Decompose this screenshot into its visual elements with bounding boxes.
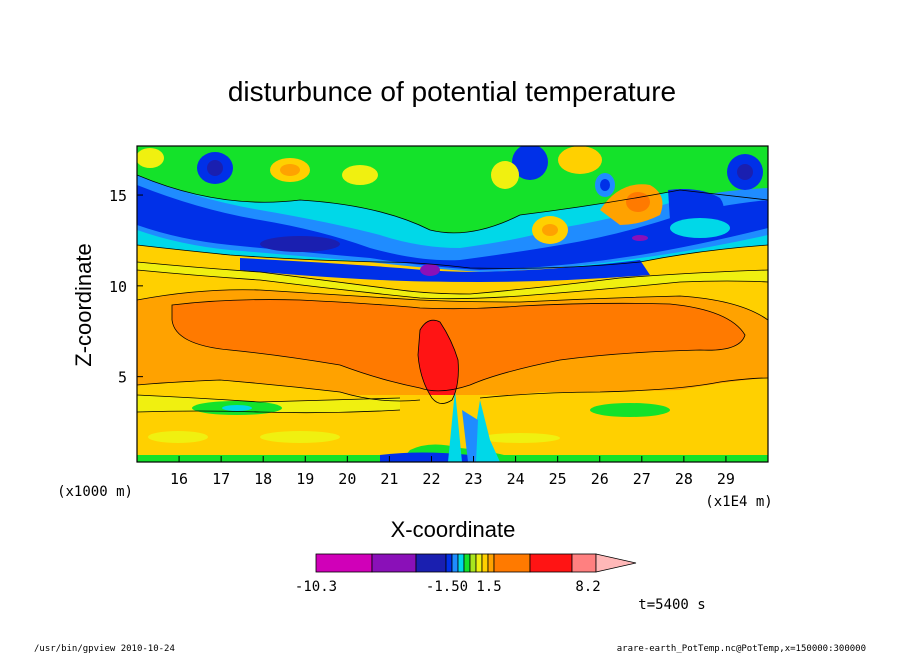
colorbar-labels: -10.3 -1.50 1.5 8.2 bbox=[295, 579, 601, 595]
convection-column bbox=[448, 390, 500, 462]
colorbar-swatch bbox=[445, 553, 453, 573]
colorbar-label-min: -10.3 bbox=[295, 579, 337, 595]
colorbar-swatch bbox=[451, 553, 459, 573]
y-tick-label: 5 bbox=[118, 369, 127, 387]
upper-blue-eddy-2 bbox=[512, 146, 548, 180]
y-tick-label: 10 bbox=[109, 278, 127, 296]
x-unit-label: (x1E4 m) bbox=[705, 494, 772, 510]
tropopause-blue bbox=[240, 258, 650, 282]
colorbar-label-max: 8.2 bbox=[575, 579, 600, 595]
warm-core-orange bbox=[172, 299, 745, 391]
colorbar-swatch bbox=[315, 553, 373, 573]
contour-lines bbox=[137, 174, 768, 414]
cold-core-purple bbox=[420, 264, 440, 276]
deep-blue-patch bbox=[260, 236, 340, 252]
x-tick-label: 17 bbox=[212, 470, 230, 488]
x-tick-label: 26 bbox=[591, 470, 609, 488]
y-unit-label: (x1000 m) bbox=[57, 484, 133, 500]
colorbar-label-pos: 1.5 bbox=[476, 579, 501, 595]
x-tick-label: 24 bbox=[507, 470, 525, 488]
x-axis: 16 17 18 19 20 21 22 23 24 25 26 27 28 29 bbox=[170, 456, 735, 488]
x-tick-label: 20 bbox=[338, 470, 356, 488]
colorbar-extend-triangle bbox=[595, 553, 637, 573]
colorbar-swatch bbox=[469, 553, 477, 573]
x-tick-label: 16 bbox=[170, 470, 188, 488]
x-tick-label: 25 bbox=[549, 470, 567, 488]
colorbar-swatch bbox=[529, 553, 573, 573]
colorbar-swatch bbox=[487, 553, 495, 573]
colorbar-swatch bbox=[415, 553, 447, 573]
x-tick-label: 29 bbox=[717, 470, 735, 488]
y-tick-label: 15 bbox=[109, 187, 127, 205]
colorbar-swatch bbox=[371, 553, 417, 573]
x-tick-label: 27 bbox=[633, 470, 651, 488]
chart-title: disturbunce of potential temperature bbox=[228, 76, 676, 107]
footer-left: /usr/bin/gpview 2010-10-24 bbox=[34, 644, 175, 654]
y-axis: 5 10 15 bbox=[109, 187, 143, 387]
x-tick-label: 28 bbox=[675, 470, 693, 488]
colorbar-swatch bbox=[481, 553, 489, 573]
lower-green-eddy-2 bbox=[590, 403, 670, 417]
contour-field bbox=[137, 146, 768, 462]
x-tick-label: 19 bbox=[296, 470, 314, 488]
colorbar-swatch bbox=[571, 553, 597, 573]
colorbar-label-neg: -1.50 bbox=[426, 579, 468, 595]
colorbar bbox=[315, 553, 637, 573]
colorbar-swatch bbox=[475, 553, 483, 573]
colorbar-swatch bbox=[457, 553, 465, 573]
colorbar-swatch bbox=[463, 553, 471, 573]
warm-core-red bbox=[418, 320, 459, 404]
plot-frame bbox=[136, 145, 769, 463]
x-tick-label: 23 bbox=[465, 470, 483, 488]
footer-right: arare-earth_PotTemp.nc@PotTemp,x=150000:… bbox=[617, 644, 866, 654]
x-tick-label: 22 bbox=[422, 470, 440, 488]
x-tick-label: 18 bbox=[254, 470, 272, 488]
x-tick-label: 21 bbox=[380, 470, 398, 488]
time-label: t=5400 s bbox=[638, 597, 705, 613]
x-axis-label: X-coordinate bbox=[391, 517, 516, 542]
y-axis-label: Z-coordinate bbox=[71, 243, 96, 367]
colorbar-swatch bbox=[493, 553, 531, 573]
